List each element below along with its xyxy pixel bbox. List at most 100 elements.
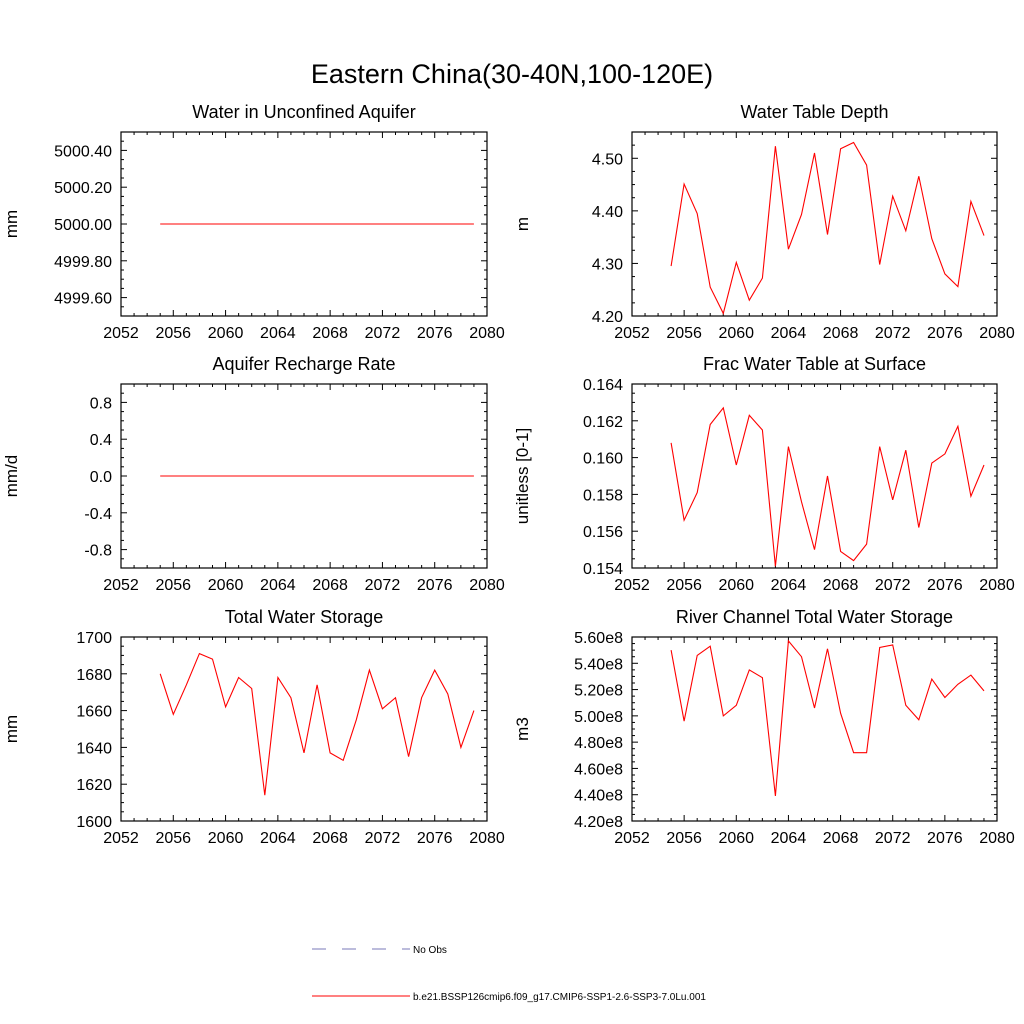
panels-group: 2052 2056 2060 2064 2068 2072 2076 2080 4999.60 4…	[2, 102, 1015, 847]
y-tick-label: 5.40e8	[574, 656, 623, 673]
x-tick-label: 2080	[979, 577, 1015, 594]
x-tick-label: 2076	[417, 325, 453, 342]
x-tick-label: 2072	[875, 577, 911, 594]
x-tick-label: 2072	[365, 325, 401, 342]
series-line	[670, 406, 985, 567]
y-tick-label: 4999.80	[54, 254, 112, 271]
y-tick-label: -0.4	[84, 506, 112, 523]
x-tick-label: 2072	[365, 830, 401, 847]
panel-1: 2052 2056 2060 2064 2068 2072 2076 2080 4999.60 4…	[2, 102, 505, 342]
x-tick-label: 2080	[469, 577, 505, 594]
panel-title: Total Water Storage	[225, 607, 383, 627]
y-tick-label: 5.60e8	[574, 630, 623, 647]
panel-6: 2052 2056 2060 2064 2068 2072 2076 2080 4.20e8 4.…	[513, 607, 1015, 847]
x-tick-label: 2052	[614, 577, 650, 594]
x-tick-label: 2060	[718, 577, 754, 594]
series-line	[670, 639, 985, 797]
y-tick-label: 1600	[76, 814, 112, 831]
y-tick-label: 1680	[76, 667, 112, 684]
x-tick-label: 2068	[312, 830, 348, 847]
x-tick-label: 2052	[103, 830, 139, 847]
y-tick-label: 4999.60	[54, 291, 112, 308]
y-tick-label: 0.0	[90, 469, 112, 486]
panel-5: 2052 2056 2060 2064 2068 2072 2076 2080 1600 1620…	[2, 607, 505, 847]
series-line	[670, 141, 985, 315]
x-tick-label: 2072	[365, 577, 401, 594]
x-tick-label: 2076	[927, 577, 963, 594]
plot-frame	[631, 636, 998, 822]
y-tick-label: 5.00e8	[574, 709, 623, 726]
y-tick-label: 1700	[76, 630, 112, 647]
panel-title: Aquifer Recharge Rate	[212, 354, 395, 374]
x-tick-label: 2060	[208, 830, 244, 847]
y-axis-label: unitless [0-1]	[513, 428, 532, 524]
panel-4: 2052 2056 2060 2064 2068 2072 2076 2080 0.154 0.1…	[513, 354, 1015, 594]
x-tick-label: 2076	[927, 325, 963, 342]
x-tick-label: 2056	[155, 325, 191, 342]
x-tick-label: 2072	[875, 325, 911, 342]
x-tick-label: 2068	[823, 577, 859, 594]
x-tick-label: 2060	[718, 325, 754, 342]
y-tick-label: 4.60e8	[574, 761, 623, 778]
plot-frame	[631, 131, 998, 317]
y-tick-label: 0.154	[583, 561, 623, 578]
x-tick-label: 2060	[208, 325, 244, 342]
x-tick-label: 2064	[260, 325, 296, 342]
x-tick-label: 2068	[823, 830, 859, 847]
y-tick-label: 0.158	[583, 487, 623, 504]
panel-2: 2052 2056 2060 2064 2068 2072 2076 2080 4.20 4.30…	[513, 102, 1015, 342]
x-tick-label: 2064	[771, 577, 807, 594]
x-tick-label: 2056	[155, 577, 191, 594]
figure-title: Eastern China(30-40N,100-120E)	[311, 59, 713, 89]
x-tick-label: 2080	[469, 830, 505, 847]
panel-3: 2052 2056 2060 2064 2068 2072 2076 2080 -0.8 -0.4…	[2, 354, 505, 594]
y-tick-label: 1660	[76, 704, 112, 721]
x-tick-label: 2072	[875, 830, 911, 847]
x-tick-label: 2076	[417, 577, 453, 594]
x-tick-label: 2068	[312, 325, 348, 342]
x-tick-label: 2064	[771, 830, 807, 847]
y-tick-label: 0.4	[90, 432, 112, 449]
panel-title: Water in Unconfined Aquifer	[192, 102, 415, 122]
x-tick-label: 2052	[103, 577, 139, 594]
series-line	[159, 652, 475, 796]
x-tick-label: 2052	[614, 830, 650, 847]
x-tick-label: 2064	[771, 325, 807, 342]
panel-title: River Channel Total Water Storage	[676, 607, 953, 627]
y-tick-label: 0.156	[583, 524, 623, 541]
y-tick-label: 5.20e8	[574, 683, 623, 700]
x-tick-label: 2064	[260, 830, 296, 847]
plot-frame	[120, 636, 488, 822]
x-tick-label: 2052	[103, 325, 139, 342]
y-tick-label: 0.8	[90, 395, 112, 412]
y-axis-label: m	[513, 217, 532, 231]
x-tick-label: 2056	[666, 830, 702, 847]
y-tick-label: 4.40	[592, 204, 623, 221]
legend-label: b.e21.BSSP126cmip6.f09_g17.CMIP6-SSP1-2.…	[413, 992, 706, 1003]
y-tick-label: 4.50	[592, 151, 623, 168]
y-tick-label: 0.162	[583, 414, 623, 431]
x-tick-label: 2068	[823, 325, 859, 342]
legend: No Obs b.e21.BSSP126cmip6.f09_g17.CMIP6-S…	[312, 945, 706, 1003]
y-axis-label: mm	[2, 210, 21, 238]
y-axis-label: mm/d	[2, 455, 21, 498]
y-tick-label: 0.164	[583, 377, 623, 394]
y-tick-label: 1640	[76, 740, 112, 757]
legend-label: No Obs	[413, 945, 447, 956]
y-tick-label: 4.20	[592, 309, 623, 326]
x-tick-label: 2064	[260, 577, 296, 594]
y-tick-label: 1620	[76, 777, 112, 794]
x-tick-label: 2052	[614, 325, 650, 342]
x-tick-label: 2060	[718, 830, 754, 847]
y-axis-label: m3	[513, 717, 532, 741]
y-tick-label: 4.30	[592, 256, 623, 273]
x-tick-label: 2076	[927, 830, 963, 847]
x-tick-label: 2056	[666, 577, 702, 594]
plot-frame	[631, 383, 998, 569]
y-tick-label: 4.20e8	[574, 814, 623, 831]
y-tick-label: 5000.40	[54, 143, 112, 160]
y-tick-label: 0.160	[583, 451, 623, 468]
x-tick-label: 2060	[208, 577, 244, 594]
x-tick-label: 2056	[666, 325, 702, 342]
